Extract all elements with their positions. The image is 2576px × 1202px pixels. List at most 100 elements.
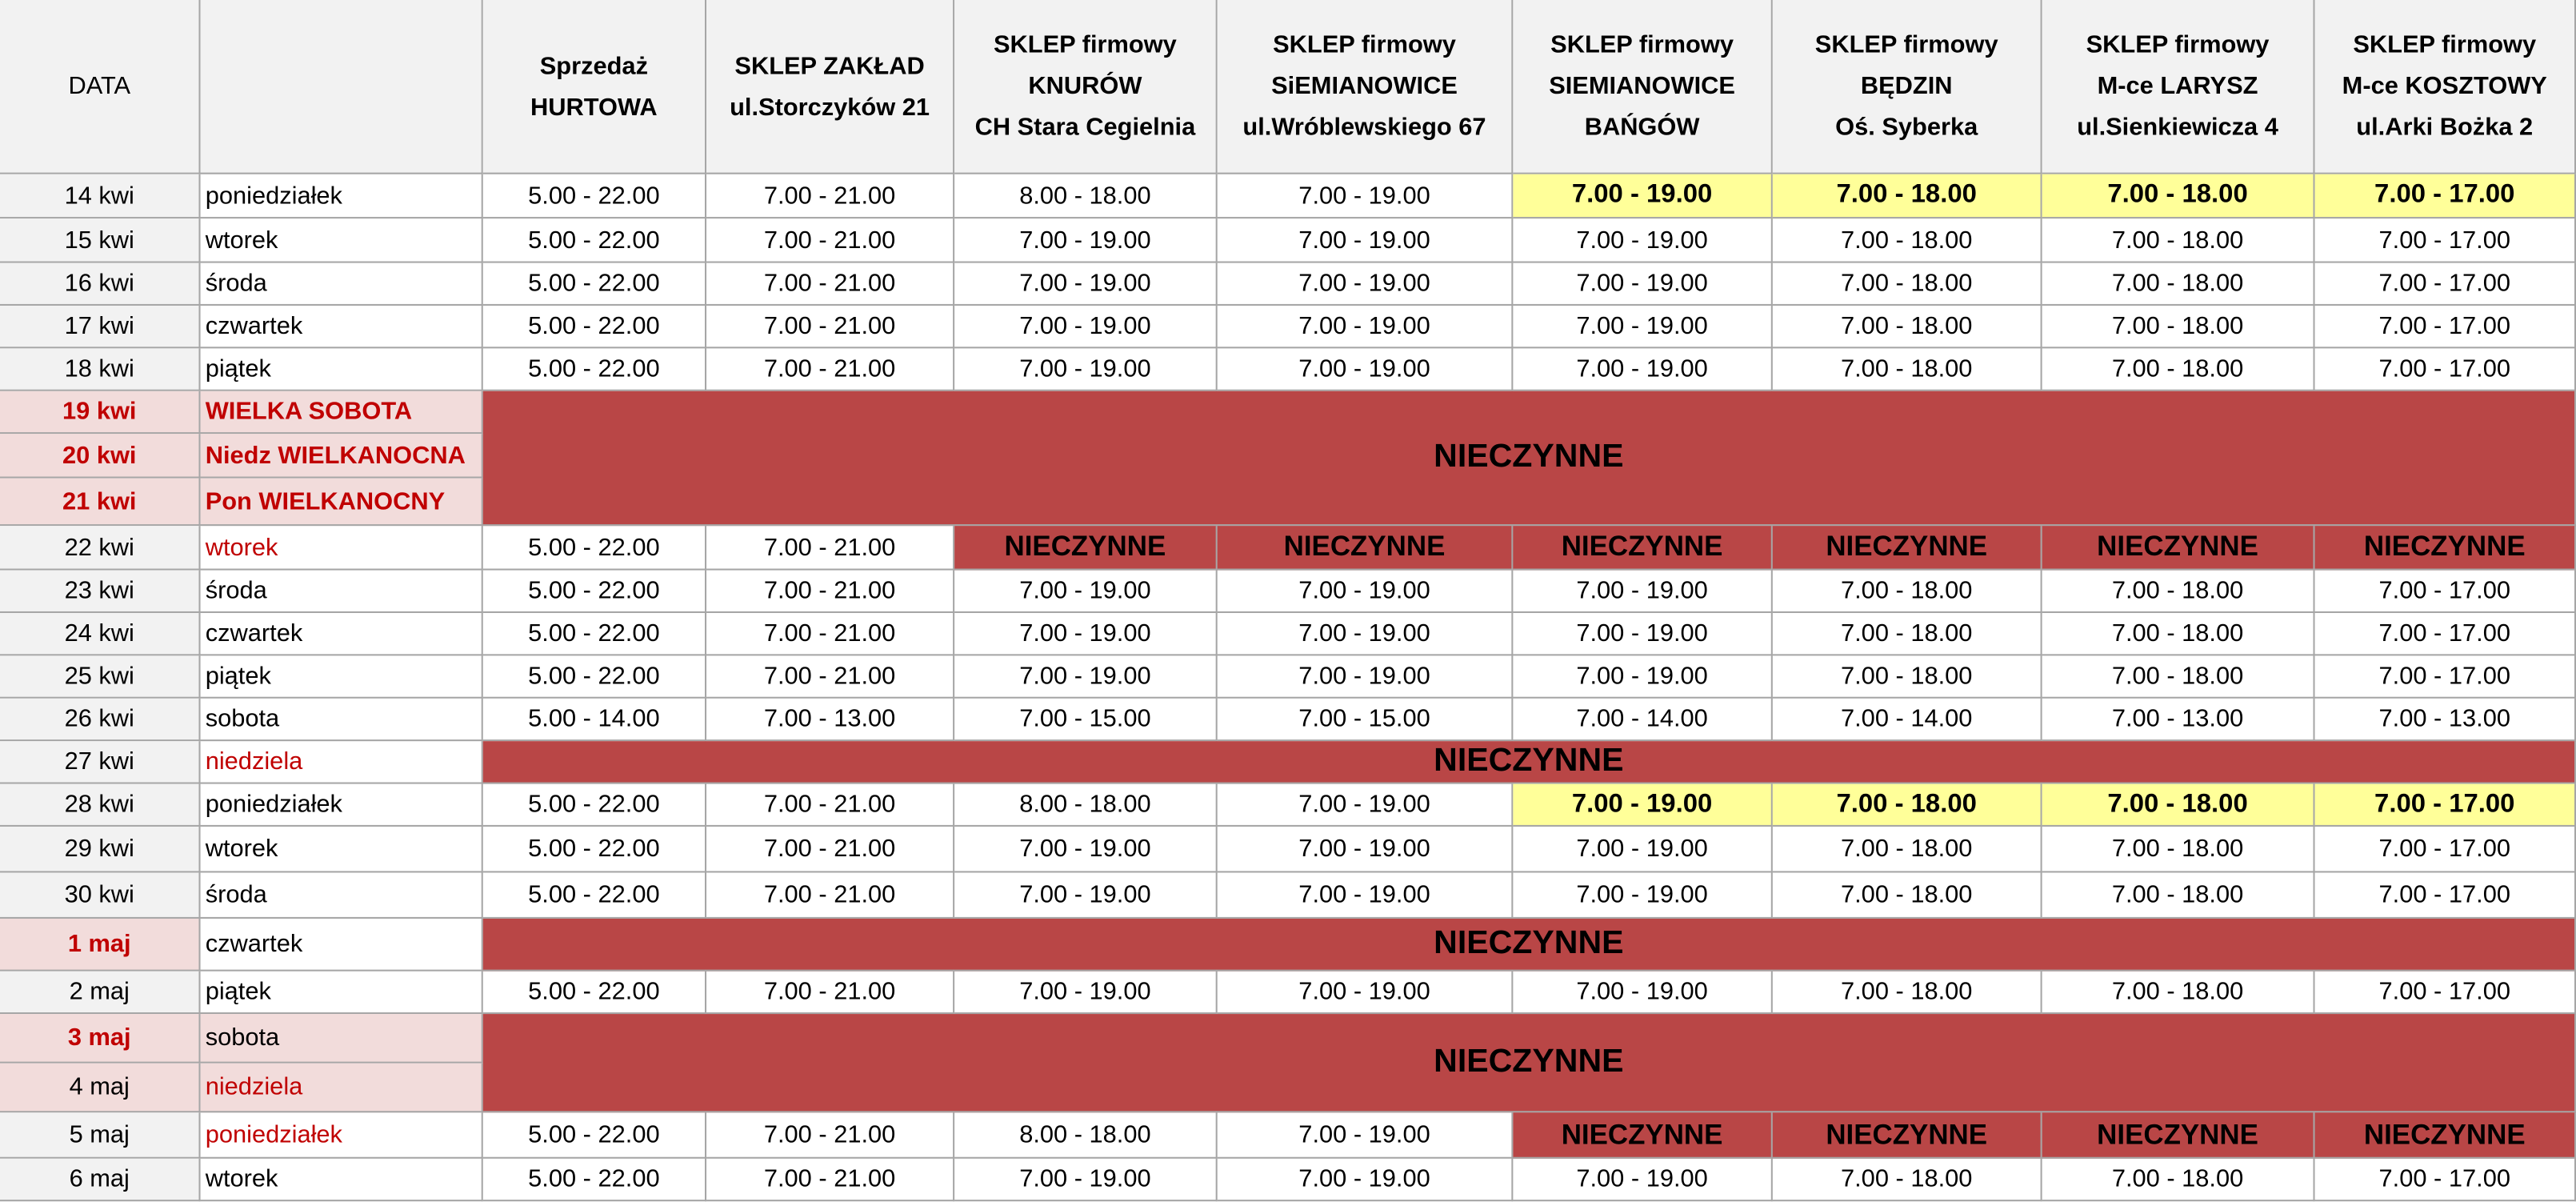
date-cell: 3 maj [0,1014,201,1064]
hours-cell: 7.00 - 21.00 [706,1112,955,1159]
header-column: SKLEP firmowy BĘDZIN Oś. Syberka [1772,0,2042,174]
hours: 5.00 - 14.00 [528,704,660,733]
hours: 5.00 - 22.00 [528,269,660,298]
hours-cell: 7.00 - 19.00 [1217,570,1514,613]
hours: 7.00 - 14.00 [1840,704,1973,733]
hours: 7.00 - 18.00 [2111,977,2244,1006]
hours: 7.00 - 18.00 [1840,1165,1973,1193]
hours: 7.00 - 21.00 [763,880,896,909]
hours-cell: 7.00 - 21.00 [706,971,955,1015]
hours-cell: 7.00 - 18.00 [2042,655,2315,699]
day-cell: czwartek [200,612,483,656]
hours-cell: 8.00 - 18.00 [954,783,1218,827]
header-line: CH Stara Cegielnia [974,113,1196,142]
hours-cell: 7.00 - 18.00 [2042,570,2315,613]
hours: 7.00 - 15.00 [1298,704,1430,733]
header-line: HURTOWA [530,93,658,121]
day: Niedz WIELKANOCNA [205,441,466,470]
header-line: ul.Storczyków 21 [730,93,930,121]
hours: 7.00 - 18.00 [1840,312,1973,341]
hours: 5.00 - 22.00 [528,835,660,863]
day: czwartek [205,930,303,959]
hours: 7.00 - 21.00 [763,977,896,1006]
header-line: BĘDZIN [1860,72,1953,101]
hours-cell: NIECZYNNE [2042,526,2315,571]
date: 18 kwi [64,355,134,383]
date-cell: 6 maj [0,1158,201,1202]
hours: NIECZYNNE [1561,1118,1723,1150]
hours: 7.00 - 18.00 [2111,835,2244,863]
hours-cell: NIECZYNNE [2314,526,2576,571]
hours: 7.00 - 19.00 [1298,355,1430,383]
hours-cell: 7.00 - 19.00 [1217,1158,1514,1202]
day: Pon WIELKANOCNY [205,487,446,515]
date-cell: 24 kwi [0,612,201,656]
hours: 7.00 - 18.00 [1840,355,1973,383]
hours: 7.00 - 19.00 [1019,977,1151,1006]
hours-cell: 7.00 - 18.00 [2042,783,2315,827]
hours-cell: 7.00 - 19.00 [954,971,1218,1015]
hours: 7.00 - 18.00 [1840,880,1973,909]
day: poniedziałek [205,1120,342,1149]
header-column: SKLEP firmowy SiEMIANOWICE ul.Wróblewskieg… [1217,0,1514,174]
date: 22 kwi [64,533,134,562]
hours-cell: 7.00 - 19.00 [954,1158,1218,1202]
date-cell: 1 maj [0,918,201,972]
hours: 7.00 - 19.00 [1298,619,1430,648]
date: 24 kwi [64,619,134,648]
hours-cell: 7.00 - 18.00 [2042,174,2315,219]
day-cell: czwartek [200,305,483,349]
header-line: SKLEP ZAKŁAD [734,51,925,80]
hours: 7.00 - 21.00 [763,226,896,254]
hours: 7.00 - 19.00 [1576,880,1708,909]
hours: 7.00 - 19.00 [1576,355,1708,383]
hours-cell: 7.00 - 18.00 [1772,826,2042,873]
hours-cell: 7.00 - 17.00 [2314,174,2576,219]
hours: 7.00 - 21.00 [763,790,896,819]
hours: 7.00 - 19.00 [1298,1165,1430,1193]
closed-cell: NIECZYNNE [482,391,2576,527]
hours: 7.00 - 17.00 [2378,269,2510,298]
date: 4 maj [69,1073,130,1101]
hours: 7.00 - 18.00 [1840,576,1973,605]
hours: 7.00 - 17.00 [2378,226,2510,254]
hours: 7.00 - 19.00 [1576,1165,1708,1193]
hours: 8.00 - 18.00 [1019,181,1151,210]
day-cell: wtorek [200,218,483,263]
date-cell: 18 kwi [0,348,201,391]
date-cell: 28 kwi [0,783,201,827]
hours-cell: 7.00 - 17.00 [2314,348,2576,391]
hours: 7.00 - 13.00 [763,704,896,733]
date: 28 kwi [64,790,134,819]
day-cell: środa [200,570,483,613]
hours: 7.00 - 14.00 [1576,704,1708,733]
hours-cell: 7.00 - 19.00 [1217,305,1514,349]
header-line: M-ce LARYSZ [2097,72,2258,101]
date: 15 kwi [64,226,134,254]
day: poniedziałek [205,181,342,210]
hours: 8.00 - 18.00 [1019,790,1151,819]
hours-cell: 7.00 - 17.00 [2314,826,2576,873]
hours: 7.00 - 19.00 [1298,269,1430,298]
hours-cell: 5.00 - 22.00 [482,1112,707,1159]
hours: 7.00 - 18.00 [2111,880,2244,909]
hours-cell: 7.00 - 18.00 [1772,174,2042,219]
header-line: SKLEP firmowy [1550,31,1734,59]
hours: 7.00 - 18.00 [2107,789,2248,818]
hours-cell: 5.00 - 22.00 [482,348,707,391]
date-cell: 23 kwi [0,570,201,613]
hours: 7.00 - 19.00 [1019,312,1151,341]
hours-cell: 7.00 - 17.00 [2314,872,2576,919]
closed-cell: NIECZYNNE [482,741,2576,784]
closed-cell: NIECZYNNE [482,1014,2576,1113]
hours-cell: 7.00 - 19.00 [1217,218,1514,263]
hours-cell: 5.00 - 22.00 [482,570,707,613]
date: 29 kwi [64,835,134,863]
hours: 7.00 - 19.00 [1019,880,1151,909]
hours-cell: 7.00 - 19.00 [954,262,1218,306]
hours: 7.00 - 17.00 [2374,180,2515,209]
day-cell: Niedz WIELKANOCNA [200,434,483,479]
hours-cell: 7.00 - 17.00 [2314,655,2576,699]
hours: 5.00 - 22.00 [528,662,660,691]
day-cell: niedziela [200,1063,483,1113]
